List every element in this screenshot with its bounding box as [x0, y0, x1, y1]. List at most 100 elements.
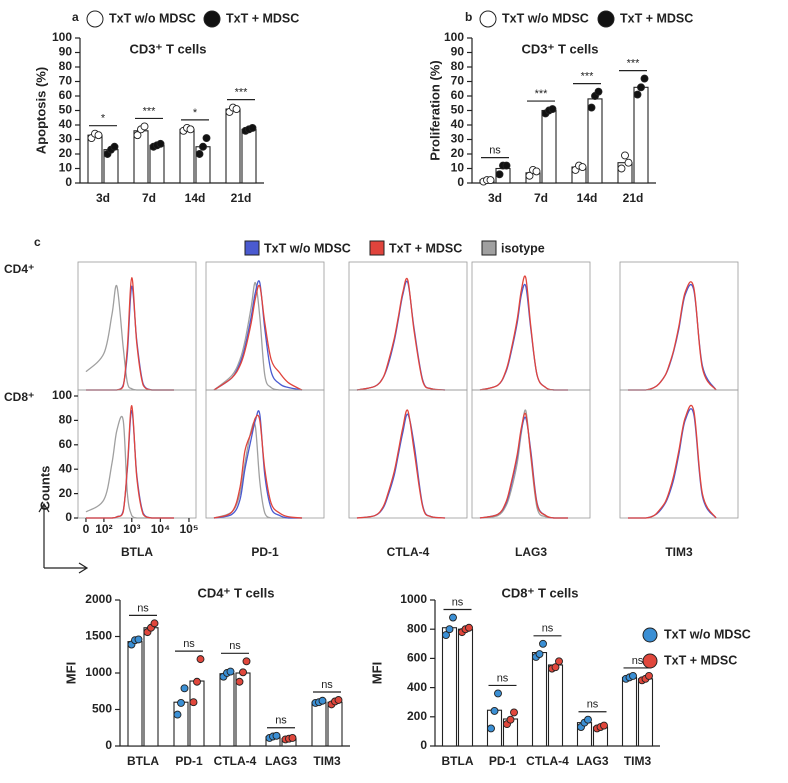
- data-point: [548, 105, 557, 114]
- sig-label: ***: [535, 88, 549, 100]
- bar: [441, 627, 458, 747]
- data-point: [318, 696, 327, 705]
- sig-label: ***: [581, 71, 595, 83]
- y-tick-label: 20: [59, 486, 73, 500]
- y-tick-label: 1000: [85, 665, 112, 679]
- sig-label: ***: [143, 105, 157, 117]
- y-tick-label: 60: [59, 88, 73, 102]
- data-point: [189, 698, 198, 707]
- x-tick-label: 21d: [231, 191, 252, 205]
- row-label: CD4⁺: [4, 262, 34, 276]
- sig-label: *: [193, 107, 198, 119]
- bar: [225, 108, 241, 184]
- y-tick-label: 40: [59, 117, 73, 131]
- legend-marker: [642, 627, 658, 643]
- histogram-curve: [627, 281, 717, 391]
- x-tick-label: TIM3: [624, 754, 652, 768]
- y-tick-label: 20: [451, 146, 465, 160]
- data-point: [494, 689, 502, 698]
- x-tick-label: TIM3: [313, 754, 341, 768]
- histogram-curve: [479, 275, 569, 391]
- chart-title: CD3⁺ T cells: [130, 41, 207, 56]
- data-point: [110, 142, 119, 151]
- histogram-frame: [619, 389, 739, 519]
- bar: [547, 664, 564, 747]
- data-point: [173, 710, 182, 719]
- x-tick-label: 10³: [123, 522, 140, 536]
- x-tick-label: BTLA: [442, 754, 474, 768]
- y-tick-label: 200: [407, 709, 427, 723]
- histogram-curve: [213, 284, 303, 391]
- sig-label: ns: [632, 655, 644, 667]
- x-tick-label: CTLA-4: [526, 754, 569, 768]
- y-tick-label: 90: [59, 45, 73, 59]
- x-tick-label: 14d: [577, 191, 598, 205]
- y-tick-label: 70: [59, 74, 73, 88]
- data-point: [288, 734, 297, 742]
- x-tick-label: 10²: [95, 522, 112, 536]
- x-tick-label: PD-1: [175, 754, 203, 768]
- data-point: [532, 167, 541, 176]
- marker-label: LAG3: [515, 545, 547, 559]
- bar: [531, 652, 548, 747]
- bar: [87, 134, 103, 184]
- data-point: [94, 131, 103, 140]
- data-point: [637, 83, 645, 92]
- y-tick-label: 800: [407, 621, 427, 635]
- data-point: [578, 163, 587, 172]
- x-tick-label: 3d: [488, 191, 502, 205]
- histogram-frame: [205, 389, 325, 519]
- data-point: [226, 667, 235, 676]
- data-point: [442, 631, 450, 639]
- histogram-curve: [213, 414, 303, 519]
- data-point: [487, 724, 495, 733]
- data-point: [555, 657, 563, 666]
- data-point: [150, 619, 159, 628]
- chart-title: CD4⁺ T cells: [198, 585, 275, 600]
- data-point: [490, 707, 499, 715]
- y-tick-label: 0: [65, 175, 72, 189]
- y-tick-label: 100: [52, 30, 72, 44]
- data-point: [624, 158, 633, 167]
- bar: [241, 128, 257, 184]
- y-tick-label: 0: [105, 738, 112, 752]
- data-point: [449, 613, 457, 622]
- y-tick-label: 50: [59, 103, 73, 117]
- y-tick-label: 30: [451, 132, 465, 146]
- sig-label: ns: [275, 715, 287, 727]
- x-tick-label: 21d: [623, 191, 644, 205]
- legend-marker: [597, 10, 615, 28]
- histogram-curve: [213, 280, 303, 391]
- sig-label: ns: [587, 699, 599, 711]
- legend-swatch: [244, 240, 260, 256]
- y-tick-label: 0: [420, 738, 427, 752]
- y-tick-label: 1500: [85, 629, 112, 643]
- x-tick-label: PD-1: [489, 754, 517, 768]
- histogram-curve: [479, 412, 569, 519]
- y-axis-label: MFI: [63, 662, 78, 684]
- histogram-frame: [471, 389, 591, 519]
- bar: [127, 641, 143, 747]
- data-point: [180, 684, 189, 693]
- data-point: [193, 677, 201, 686]
- legend-label: TxT w/o MDSC: [502, 11, 589, 25]
- sig-label: ***: [627, 58, 641, 70]
- bar: [173, 701, 189, 747]
- y-tick-label: 60: [451, 88, 465, 102]
- y-tick-label: 60: [59, 437, 73, 451]
- panel-letter: a: [72, 10, 79, 24]
- x-tick-label: 0: [83, 522, 90, 536]
- y-tick-label: 80: [59, 59, 73, 73]
- y-tick-label: 70: [451, 74, 465, 88]
- bar: [143, 627, 159, 747]
- data-point: [600, 721, 608, 730]
- y-tick-label: 80: [451, 59, 465, 73]
- sig-label: ***: [235, 87, 249, 99]
- y-tick-label: 50: [451, 103, 465, 117]
- x-tick-label: 14d: [185, 191, 206, 205]
- data-point: [134, 635, 143, 644]
- y-tick-label: 40: [451, 117, 465, 131]
- data-point: [594, 87, 603, 96]
- y-tick-label: 0: [65, 510, 72, 524]
- histogram-curve: [356, 409, 446, 519]
